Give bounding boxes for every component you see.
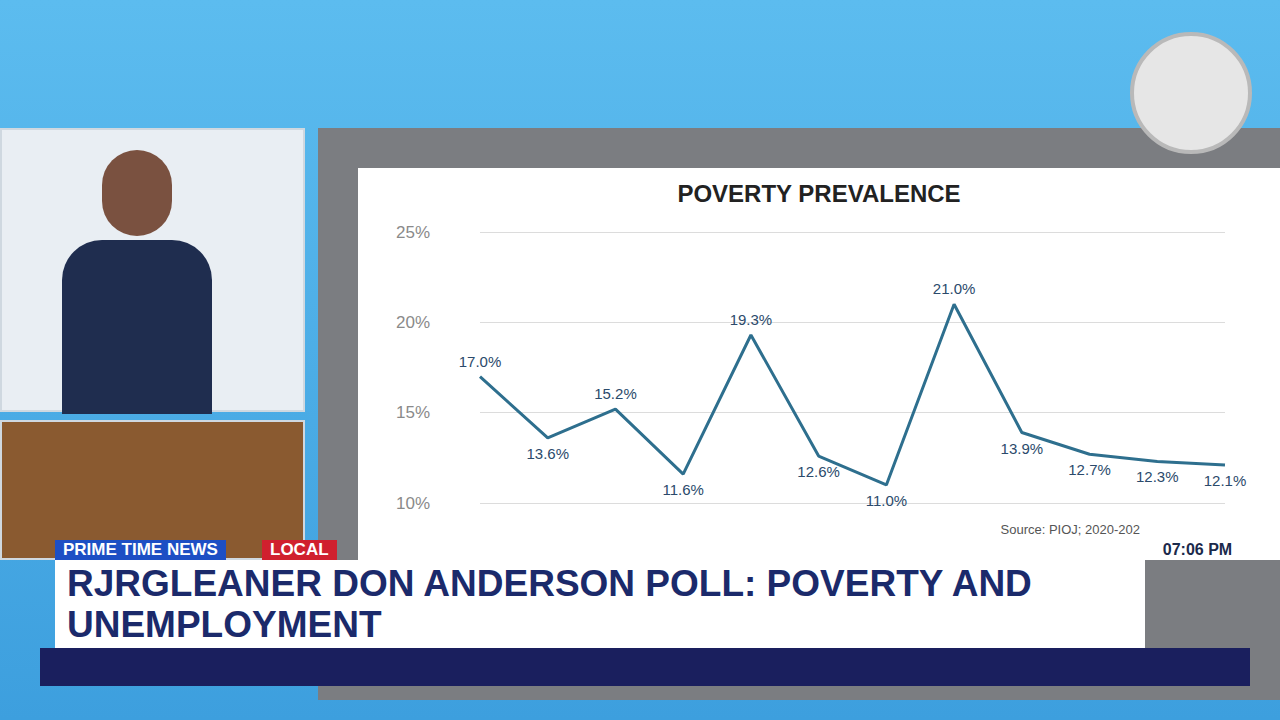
- svg-text:13.6%: 13.6%: [526, 445, 569, 462]
- svg-text:12.1%: 12.1%: [1204, 472, 1247, 489]
- svg-text:19.3%: 19.3%: [730, 311, 773, 328]
- html-text:07:06 PM: 07:06 PM: [1162, 541, 1233, 558]
- html-text:PRIME TIME NEWS: PRIME TIME NEWS: [63, 540, 218, 559]
- svg-text:10%: 10%: [396, 494, 430, 513]
- svg-text:12.7%: 12.7%: [1068, 461, 1111, 478]
- html-text:RJRGLEANER DON ANDERSON POLL:: RJRGLEANER DON ANDERSON POLL: POVERTY AN…: [67, 563, 1032, 645]
- svg-text:12.6%: 12.6%: [797, 463, 840, 480]
- svg-text:21.0%: 21.0%: [933, 280, 976, 297]
- svg-text:17.0%: 17.0%: [459, 353, 502, 370]
- svg-text:15%: 15%: [396, 403, 430, 422]
- svg-text:POVERTY PREVALENCE: POVERTY PREVALENCE: [677, 180, 960, 207]
- svg-text:20%: 20%: [396, 313, 430, 332]
- svg-text:12.3%: 12.3%: [1136, 468, 1179, 485]
- html-text:LOCAL: LOCAL: [270, 540, 329, 559]
- svg-text:15.2%: 15.2%: [594, 385, 637, 402]
- svg-text:13.9%: 13.9%: [1001, 440, 1044, 457]
- svg-text:25%: 25%: [396, 223, 430, 242]
- svg-text:Source: PIOJ; 2020-202: Source: PIOJ; 2020-202: [1001, 522, 1140, 537]
- svg-text:11.0%: 11.0%: [866, 492, 907, 509]
- svg-text:11.6%: 11.6%: [662, 481, 703, 498]
